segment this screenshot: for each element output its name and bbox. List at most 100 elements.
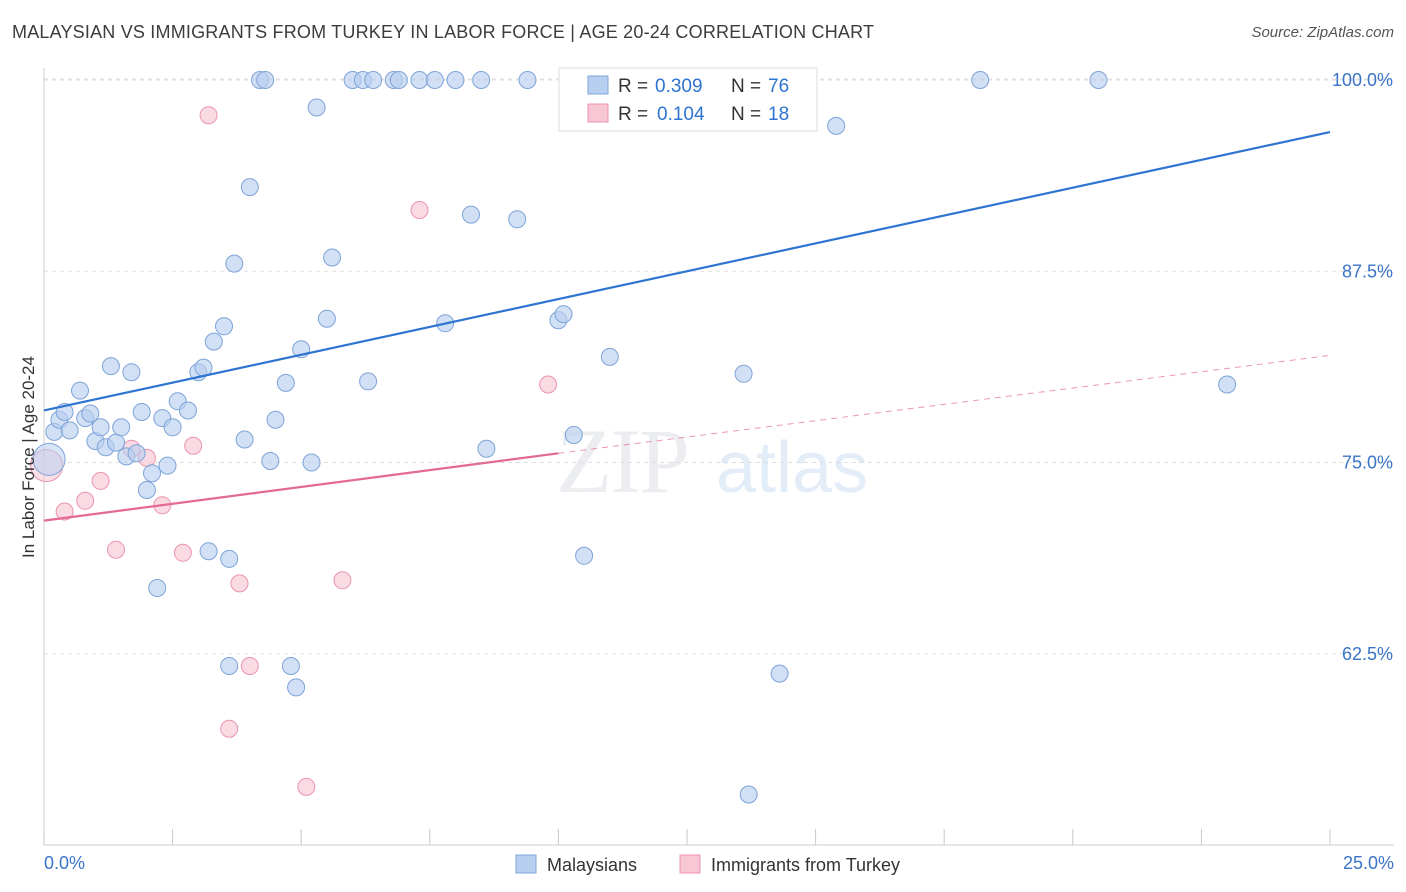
y-tick-label: 62.5% — [1342, 644, 1393, 664]
turkey-r-value: 0.104 — [657, 104, 705, 125]
malaysian-point — [240, 178, 259, 197]
malaysian-points — [32, 71, 1237, 804]
malaysian-point — [132, 403, 151, 421]
malaysian-point — [446, 71, 465, 89]
malaysians-r-label: R = — [618, 76, 648, 97]
malaysian-point — [734, 364, 753, 383]
malaysian-point — [307, 98, 326, 117]
malaysian-point — [60, 421, 79, 440]
turkey-point — [76, 491, 95, 510]
turkey-point — [240, 657, 259, 675]
malaysian-point — [91, 418, 110, 437]
legend-swatch-malaysians — [515, 854, 537, 874]
source-label: Source: ZipAtlas.com — [1251, 24, 1394, 41]
malaysian-point — [215, 317, 233, 336]
watermark: ZIP atlas — [556, 410, 868, 512]
turkey-point — [333, 571, 352, 590]
malaysian-point — [199, 542, 218, 561]
stats-legend: R = 0.309 N = 76 R = 0.104 N = 18 — [558, 67, 818, 132]
malaysian-point — [163, 418, 182, 437]
turkey-point — [55, 502, 74, 521]
x-ticks — [43, 829, 1331, 845]
malaysian-point — [389, 71, 408, 89]
malaysian-point — [554, 305, 573, 324]
y-tick-label: 75.0% — [1342, 453, 1393, 473]
turkey-n-value: 18 — [768, 104, 789, 125]
malaysian-point — [472, 71, 491, 89]
malaysian-point — [137, 481, 156, 499]
malaysian-point — [71, 381, 89, 400]
malaysian-point — [122, 363, 141, 382]
malaysian-point — [564, 426, 583, 444]
malaysian-point — [235, 430, 254, 449]
malaysian-point — [81, 404, 100, 423]
malaysian-point — [508, 210, 527, 229]
malaysian-point — [575, 546, 594, 565]
malaysian-point — [600, 347, 619, 366]
bottom-legend: Malaysians Immigrants from Turkey — [515, 854, 900, 875]
y-tick-labels: 62.5% 75.0% 87.5% 100.0% — [1332, 70, 1393, 664]
malaysian-point — [261, 452, 280, 470]
y-axis-title: In Labor Force | Age 20-24 — [19, 356, 38, 558]
malaysian-point — [287, 678, 306, 697]
x-tick-label-min: 0.0% — [44, 853, 85, 873]
malaysian-point — [518, 71, 537, 89]
y-tick-label: 87.5% — [1342, 261, 1393, 281]
svg-text:atlas: atlas — [716, 428, 868, 508]
turkey-n-label: N = — [731, 104, 761, 125]
malaysian-point — [462, 205, 480, 224]
turkey-point — [220, 719, 239, 738]
malaysian-point — [32, 442, 66, 476]
chart-title: MALAYSIAN VS IMMIGRANTS FROM TURKEY IN L… — [12, 22, 875, 42]
malaysian-point — [225, 254, 244, 273]
malaysian-point — [281, 657, 300, 675]
turkey-r-label: R = — [618, 104, 648, 125]
malaysian-point — [220, 657, 239, 675]
turkey-stats-swatch — [587, 103, 609, 123]
malaysian-point — [323, 248, 342, 267]
malaysian-point — [317, 309, 336, 328]
turkey-point — [184, 436, 203, 455]
malaysian-point — [1089, 71, 1108, 89]
malaysian-point — [971, 71, 990, 89]
turkey-point — [230, 574, 249, 593]
malaysian-point — [739, 785, 758, 804]
malaysian-point — [276, 373, 295, 392]
turkey-point — [297, 777, 316, 796]
malaysian-point — [302, 453, 321, 472]
malaysians-trend-line — [43, 130, 1331, 412]
legend-label-malaysians: Malaysians — [547, 855, 637, 875]
turkey-trend-line — [43, 452, 559, 522]
turkey-point — [173, 543, 192, 562]
turkey-point — [199, 106, 218, 125]
malaysian-point — [359, 372, 378, 391]
malaysian-point — [477, 439, 496, 458]
malaysians-r-value: 0.309 — [655, 76, 703, 97]
malaysians-n-label: N = — [731, 76, 761, 97]
malaysian-point — [143, 464, 161, 483]
malaysians-n-value: 76 — [768, 76, 789, 97]
turkey-point — [107, 540, 125, 559]
malaysian-point — [204, 332, 223, 351]
malaysian-point — [364, 71, 383, 89]
x-tick-label-max: 25.0% — [1343, 853, 1394, 873]
malaysians-stats-swatch — [587, 75, 609, 95]
y-tick-label: 100.0% — [1332, 70, 1393, 90]
malaysian-point — [1218, 375, 1237, 394]
trend-lines — [43, 130, 1331, 522]
turkey-point — [410, 201, 429, 219]
malaysian-point — [220, 549, 239, 568]
malaysian-point — [112, 418, 131, 437]
malaysian-point — [410, 71, 429, 89]
malaysian-point — [266, 410, 285, 429]
turkey-trend-extension — [558, 354, 1331, 454]
malaysian-point — [101, 357, 120, 376]
malaysian-point — [770, 664, 789, 683]
malaysian-point — [425, 71, 444, 89]
malaysian-point — [127, 444, 146, 463]
malaysian-point — [179, 401, 197, 420]
malaysian-point — [148, 579, 167, 597]
malaysian-point — [827, 116, 846, 135]
svg-text:ZIP: ZIP — [556, 410, 688, 512]
